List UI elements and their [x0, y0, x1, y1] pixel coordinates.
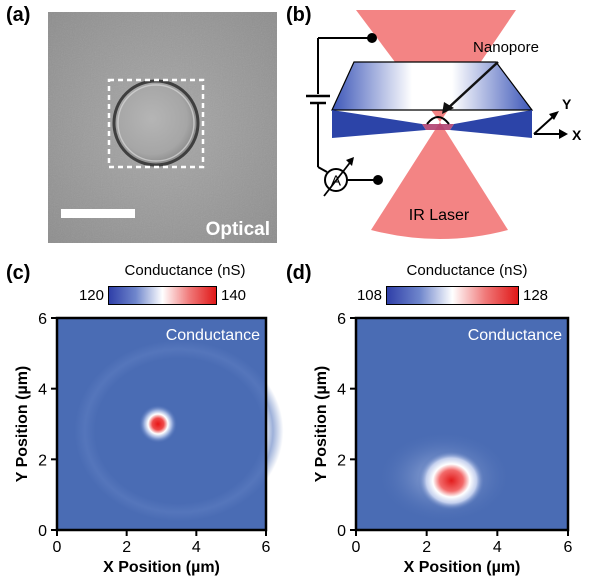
- x-tick-label-d-2: 4: [493, 539, 502, 556]
- optical-image: Optical: [48, 12, 277, 243]
- panel-label-a: (a): [6, 4, 31, 26]
- membrane-left: [332, 110, 426, 138]
- y-tick-label-d-0: 0: [337, 523, 346, 540]
- y-tick-label-c-2: 4: [38, 382, 47, 399]
- x-axis-label-c: X Position (µm): [103, 559, 220, 576]
- colorbar-max-d: 128: [523, 287, 549, 304]
- axis-y-label: Y: [562, 96, 572, 112]
- y-tick-label-c-0: 0: [38, 523, 47, 540]
- x-tick-label-c-3: 6: [262, 539, 271, 556]
- optical-label: Optical: [206, 219, 270, 240]
- y-tick-label-d-3: 6: [337, 311, 346, 328]
- laser-lower: [371, 122, 508, 239]
- bead: [112, 79, 200, 167]
- heatmap-d-title: Conductance: [468, 327, 562, 344]
- colorbar-min-c: 120: [78, 287, 104, 304]
- heatmap-d: Conductance 0 2 4 6 0 2 4 6 X Position (µm) Y Pos…: [313, 311, 573, 576]
- y-tick-label-c-1: 2: [38, 452, 47, 469]
- colorbar-max-c: 140: [221, 287, 247, 304]
- y-tick-label-d-2: 4: [337, 382, 346, 399]
- x-tick-label-c-2: 4: [192, 539, 201, 556]
- heatmap-c-ring: [74, 340, 284, 522]
- heatmap-c: Conductance 0 2 4 6 0 2 4 6 X Position (µm) Y Pos…: [14, 311, 284, 576]
- colorbar-min-d: 108: [356, 287, 382, 304]
- x-tick-label-c-0: 0: [53, 539, 62, 556]
- panel-label-d: (d): [286, 262, 312, 284]
- axis-x-label: X: [572, 127, 582, 143]
- membrane-top: [331, 61, 534, 111]
- heatmap-c-frame: [55, 316, 268, 532]
- x-tick-label-d-1: 2: [422, 539, 431, 556]
- y-axis-label-c: Y Position (µm): [14, 366, 31, 482]
- nanopore-arrow: [445, 61, 499, 111]
- heatmap-d-hotspot: [417, 450, 485, 511]
- y-axis-label-d: Y Position (µm): [313, 366, 330, 482]
- colorbar-title-d: Conductance (nS): [406, 262, 528, 279]
- panel-label-c: (c): [6, 262, 31, 284]
- selection-box: [107, 78, 205, 169]
- panel-label-b: (b): [286, 4, 312, 26]
- schematic: Nanopore A Y X IR Laser: [306, 10, 582, 239]
- colorbar-d: [386, 286, 519, 305]
- x-tick-label-d-3: 6: [564, 539, 573, 556]
- heatmap-d-frame: [354, 316, 570, 532]
- scale-bar: [61, 209, 135, 218]
- terminal-bottom: [373, 175, 383, 185]
- nanopore: [426, 116, 450, 125]
- terminal-top: [367, 33, 377, 43]
- colorbar-title-c: Conductance (nS): [124, 262, 246, 279]
- laser-label: IR Laser: [409, 207, 470, 224]
- nanopore-label: Nanopore: [473, 39, 539, 56]
- x-tick-label-d-0: 0: [352, 539, 361, 556]
- heatmap-c-title: Conductance: [166, 327, 260, 344]
- x-axis-label-d: X Position (µm): [404, 559, 521, 576]
- x-tick-label-c-1: 2: [122, 539, 131, 556]
- heatmap-c-hotspot: [138, 404, 178, 444]
- y-tick-label-d-1: 2: [337, 452, 346, 469]
- colorbar-c: [108, 286, 217, 305]
- membrane-right: [450, 110, 532, 138]
- y-tick-label-c-3: 6: [38, 311, 47, 328]
